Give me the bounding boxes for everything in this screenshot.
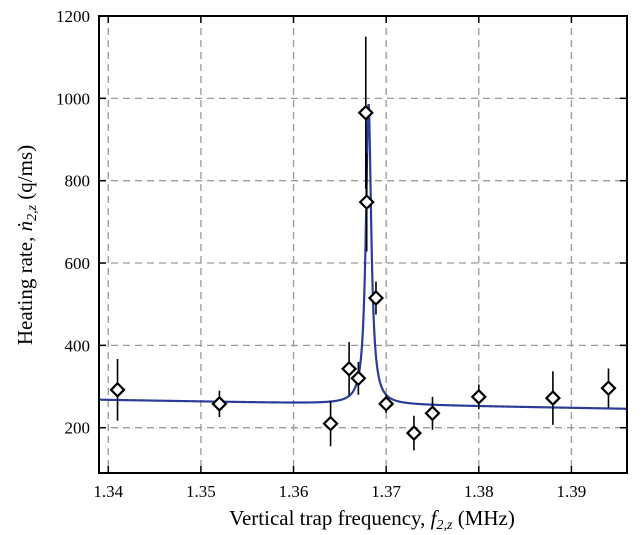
- y-tick-label: 600: [65, 254, 91, 273]
- data-point: [211, 395, 228, 412]
- plot-frame: [98, 15, 628, 474]
- data-point: [367, 289, 385, 307]
- data-point: [544, 390, 561, 407]
- x-axis-label: Vertical trap frequency, f2,z (MHz): [229, 506, 515, 533]
- x-tick-label: 1.34: [93, 482, 123, 501]
- data-point: [322, 415, 339, 432]
- data-point: [350, 370, 367, 387]
- x-tick-labels: 1.34 1.35 1.36 1.37 1.38 1.39: [93, 482, 586, 501]
- data-point: [357, 104, 374, 121]
- data-point: [341, 360, 358, 377]
- x-tick-label: 1.36: [279, 482, 309, 501]
- y-tick-label: 400: [65, 336, 91, 355]
- data-point: [378, 395, 395, 412]
- y-tick-label: 1000: [56, 89, 90, 108]
- axis-ticks: [99, 15, 627, 473]
- data-point: [600, 380, 617, 397]
- x-tick-label: 1.38: [464, 482, 494, 501]
- data-point: [358, 194, 375, 211]
- fit-curve: [98, 103, 627, 410]
- gridlines: [99, 16, 627, 473]
- data-point: [424, 405, 441, 422]
- x-tick-label: 1.37: [371, 482, 401, 501]
- data-points: [109, 104, 617, 442]
- data-point: [470, 388, 487, 405]
- y-tick-label: 1200: [56, 7, 90, 26]
- y-tick-labels: 200 400 600 800 1000 1200: [56, 7, 90, 438]
- x-tick-label: 1.35: [186, 482, 216, 501]
- data-point: [109, 381, 126, 398]
- y-tick-label: 800: [65, 172, 91, 191]
- x-tick-label: 1.39: [557, 482, 587, 501]
- fit-curve-layer: [98, 103, 627, 410]
- y-tick-label: 200: [65, 419, 91, 438]
- data-point: [405, 425, 423, 442]
- y-axis-label: Heating rate, ṅ2,z (q/ms): [13, 145, 40, 345]
